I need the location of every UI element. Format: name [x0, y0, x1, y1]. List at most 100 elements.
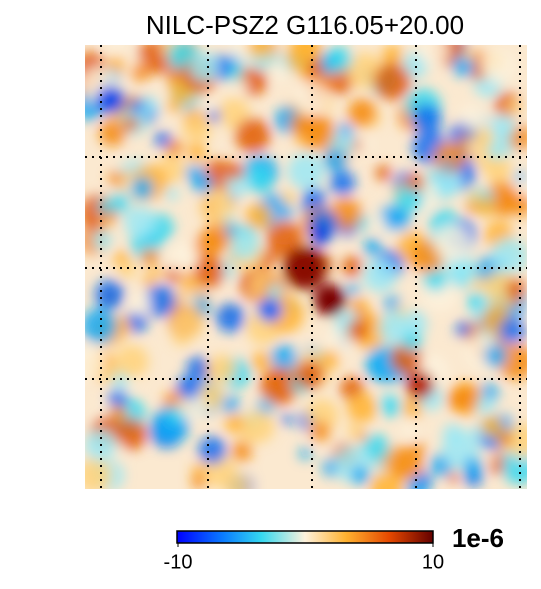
map-blob [418, 45, 449, 66]
map-blob [176, 375, 201, 400]
map-blob [224, 473, 251, 489]
map-blob [491, 462, 504, 475]
map-blob [227, 162, 245, 180]
colorbar [176, 530, 434, 544]
map [85, 45, 527, 489]
map-blob [245, 203, 272, 230]
map-blob [375, 165, 392, 181]
map-blob [198, 96, 215, 114]
map-blob [441, 159, 452, 171]
map-blob [186, 142, 207, 163]
map-blob [314, 284, 346, 316]
map-blob [373, 62, 412, 101]
map-blob [189, 52, 220, 83]
map-blob [102, 368, 118, 384]
map-blob [207, 109, 221, 123]
map-blob [192, 173, 214, 194]
map-blob [224, 213, 235, 225]
map-blob [142, 273, 156, 287]
map-blob [349, 301, 360, 312]
map-blob [247, 45, 273, 59]
chart-title: NILC-PSZ2 G116.05+20.00 [146, 10, 464, 40]
map-blob [357, 431, 368, 442]
map-blob [462, 48, 474, 60]
map-blob [320, 349, 340, 369]
map-blob [194, 231, 223, 261]
map-blob [323, 149, 346, 172]
map-blob [99, 119, 127, 147]
map-blob [423, 356, 444, 376]
map-blob [140, 248, 159, 267]
map-blob [85, 307, 118, 344]
map-blob [97, 199, 113, 215]
map-blob [191, 474, 207, 489]
map-blob [270, 64, 289, 82]
map-blob [230, 230, 260, 261]
map-blob [165, 98, 181, 115]
map-blob [310, 225, 330, 245]
map-blob [465, 200, 478, 213]
map-blob [85, 345, 105, 382]
map-blob [475, 196, 496, 217]
map-blob [245, 165, 273, 193]
map-blob [152, 268, 163, 279]
map-blob [447, 391, 465, 409]
map-blob [302, 188, 326, 212]
map-blob [140, 96, 159, 116]
map-blob [100, 217, 114, 230]
map-blob [447, 255, 478, 285]
map-blob [484, 344, 507, 368]
map-blob [515, 171, 527, 182]
map-blob [171, 306, 204, 340]
map-blob [281, 190, 297, 206]
map-blob [207, 354, 236, 383]
map-blob [106, 45, 126, 55]
map-blob [307, 59, 324, 76]
map-blob [347, 392, 378, 423]
map-blob [504, 422, 527, 457]
map-blob [193, 256, 225, 288]
map-blob [123, 206, 156, 239]
map-blob [492, 194, 515, 217]
map-blob [506, 99, 521, 115]
map-blob [289, 113, 311, 135]
map-blob [412, 104, 442, 134]
map-blob [431, 168, 461, 198]
map-blob [154, 131, 172, 148]
map-blob [115, 344, 149, 379]
map-blob [182, 113, 212, 143]
map-blob [389, 446, 424, 481]
map-blob [462, 457, 484, 478]
map-blob [467, 189, 482, 204]
map-blob [165, 187, 179, 201]
map-blob [485, 453, 497, 464]
map-blob [481, 415, 503, 438]
map-blob [347, 319, 369, 341]
map-blob [406, 173, 425, 192]
map-blob [346, 422, 362, 438]
map-blob [341, 256, 363, 277]
map-blob [130, 176, 154, 200]
map-blob [128, 292, 152, 315]
map-blob [224, 413, 246, 434]
map-blob [361, 434, 390, 463]
map-blob [109, 192, 131, 213]
colorbar-tick-label: 10 [422, 551, 444, 573]
map-blob [167, 241, 200, 275]
map-blob [466, 292, 485, 310]
map-blob [96, 86, 124, 114]
colorbar-scale-label: 1e-6 [452, 523, 504, 553]
map-blob [363, 238, 382, 257]
map-blob [505, 278, 527, 300]
map-blob [224, 224, 238, 237]
map-blob [266, 220, 304, 258]
map-blob [267, 282, 283, 299]
map-blob [486, 140, 507, 161]
map-blob [131, 63, 150, 82]
map-blob [350, 465, 370, 485]
map-blob [91, 230, 112, 250]
map-blob [143, 284, 177, 318]
map-blob [499, 316, 526, 344]
map-blob [363, 258, 397, 293]
map-blob [329, 170, 356, 196]
